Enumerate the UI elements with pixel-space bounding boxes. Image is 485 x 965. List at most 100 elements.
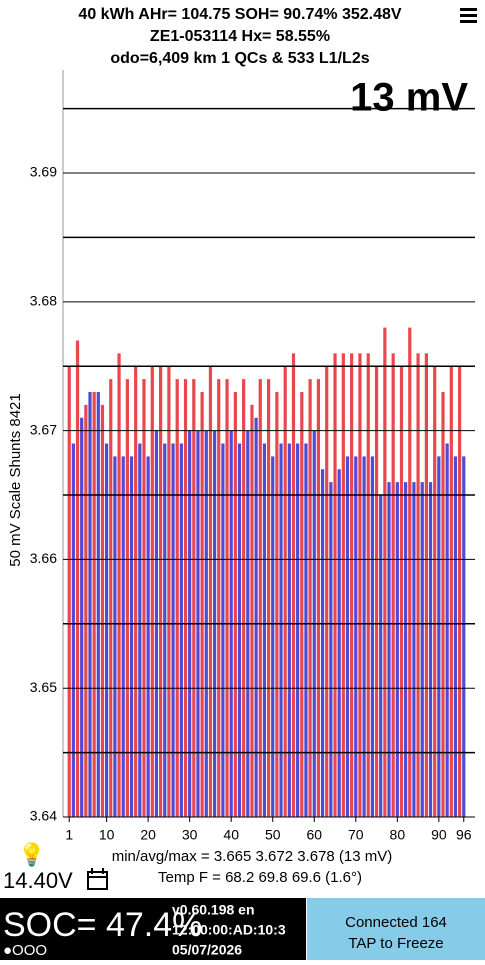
bar — [134, 366, 138, 817]
bar — [300, 391, 304, 817]
bar — [183, 379, 188, 817]
bar — [316, 379, 321, 817]
bar — [221, 443, 225, 817]
bar — [308, 379, 312, 817]
bar — [105, 443, 109, 817]
bar — [200, 391, 204, 817]
bar — [437, 456, 441, 817]
x-tick-label: 40 — [223, 827, 239, 843]
bar — [366, 353, 370, 817]
bar — [408, 327, 412, 817]
temperature: Temp F = 68.2 69.8 69.6 (1.6°) — [158, 869, 362, 886]
bar — [88, 391, 92, 817]
bar — [217, 379, 221, 817]
bar — [258, 379, 262, 817]
soc: SOC= 47.4% — [3, 906, 202, 944]
bar — [233, 391, 237, 817]
bar — [271, 456, 275, 817]
bar — [225, 379, 229, 817]
tap-freeze[interactable]: TAP to Freeze — [348, 935, 443, 952]
y-tick-label: 3.65 — [30, 679, 57, 695]
page-dots: ●OOO — [3, 942, 47, 959]
bar — [113, 456, 117, 817]
bar — [458, 366, 462, 817]
bar — [433, 366, 437, 817]
bar — [345, 456, 350, 817]
bar — [117, 353, 121, 817]
x-tick-label: 60 — [306, 827, 322, 843]
bar — [146, 456, 150, 817]
bar — [449, 366, 453, 817]
bar — [121, 456, 125, 817]
bar — [125, 379, 129, 817]
bar — [428, 482, 433, 817]
bar — [383, 327, 387, 817]
bar — [171, 443, 175, 817]
bar — [329, 482, 333, 817]
x-tick-label: 50 — [265, 827, 281, 843]
x-tick-label: 80 — [390, 827, 406, 843]
mac: 12:00:00:AD:10:3 — [172, 922, 286, 938]
bar — [416, 353, 420, 817]
bar — [420, 482, 424, 817]
x-tick-label: 70 — [348, 827, 364, 843]
x-tick-label: 20 — [140, 827, 156, 843]
bulb-icon: 💡 — [18, 842, 45, 867]
bar — [279, 443, 283, 817]
date: 05/07/2026 — [172, 942, 242, 958]
bar — [395, 482, 399, 817]
bar — [441, 391, 445, 817]
bar — [287, 443, 291, 817]
bar — [354, 456, 358, 817]
bar — [399, 366, 404, 817]
x-tick-label: 30 — [182, 827, 198, 843]
bar — [75, 340, 80, 817]
bar — [341, 353, 345, 817]
bar — [374, 366, 379, 817]
bar — [424, 353, 428, 817]
header-line: 40 kWh AHr= 104.75 SOH= 90.74% 352.48V — [78, 6, 401, 23]
y-tick-label: 3.68 — [30, 293, 57, 309]
bar — [320, 469, 325, 817]
bar — [96, 391, 100, 817]
voltage-12v: 14.40V — [3, 868, 73, 893]
bar — [84, 404, 88, 817]
bar — [109, 379, 113, 817]
menu-icon[interactable] — [460, 8, 477, 23]
bar — [167, 366, 171, 817]
bar — [163, 443, 167, 817]
bar — [337, 469, 341, 817]
connect-button[interactable] — [307, 898, 485, 960]
y-tick-label: 3.69 — [30, 164, 57, 180]
bar — [412, 482, 416, 817]
header-line: ZE1-053114 Hx= 58.55% — [150, 28, 330, 45]
x-tick-label: 1 — [65, 827, 73, 843]
bar — [129, 456, 134, 817]
bar — [462, 456, 466, 817]
spread: 13 mV — [350, 76, 468, 120]
bar — [296, 443, 300, 817]
y-tick-label: 3.66 — [30, 550, 57, 566]
x-tick-label: 10 — [99, 827, 115, 843]
bar — [242, 379, 246, 817]
y-tick-label: 3.67 — [30, 421, 57, 437]
bar — [325, 366, 329, 817]
y-tick-label: 3.64 — [30, 808, 57, 824]
bar — [175, 379, 179, 817]
bar — [362, 456, 366, 817]
bar — [179, 443, 183, 817]
bar — [71, 443, 75, 817]
x-tick-label: 90 — [431, 827, 447, 843]
bar — [67, 366, 71, 817]
bar — [379, 495, 383, 817]
connected: Connected 164 — [345, 914, 447, 931]
bar — [138, 443, 142, 817]
bar — [208, 366, 213, 817]
bar — [266, 379, 271, 817]
bar — [453, 456, 458, 817]
plot: 3.64 3.65 3.66 3.67 3.68 3.69 1 10 20 30 40 50 60 70 8… — [30, 70, 475, 843]
bar — [387, 482, 391, 817]
bar — [391, 353, 395, 817]
